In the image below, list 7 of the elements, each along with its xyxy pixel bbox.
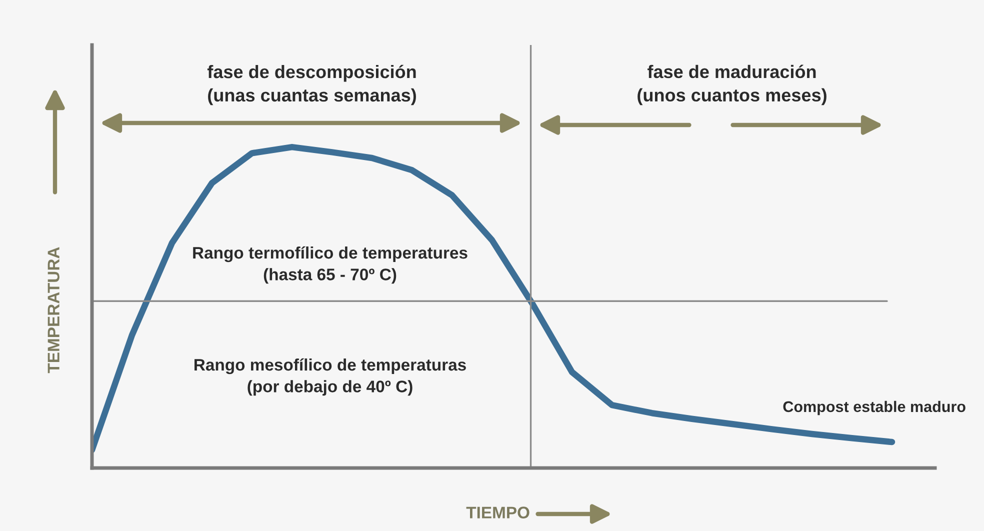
annotation: Rango termofílico de temperatures (hasta 65 - 70º C): [193, 246, 468, 284]
annotation: Rango mesofílico de temperaturas (por debajo de 40º C): [194, 358, 466, 396]
x-axis-title: TIEMPO: [466, 506, 530, 518]
text: fase de maduración (unos cuantos meses): [638, 64, 826, 106]
y-axis-title: TEMPERATURA: [48, 247, 60, 374]
text: fase de descomposición (unas cuantas semanas): [207, 64, 416, 106]
annotation: Compost estable maduro: [783, 400, 966, 416]
